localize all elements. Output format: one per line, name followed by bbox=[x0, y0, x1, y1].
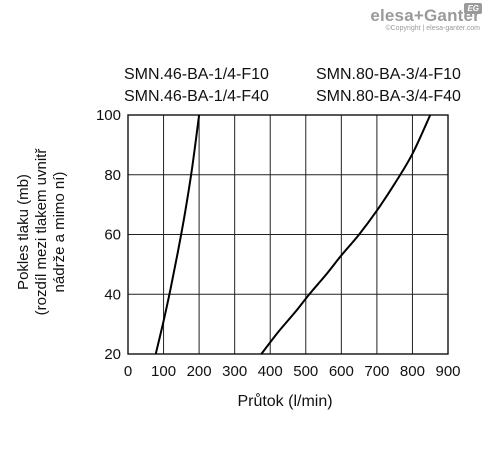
y-axis-title-line-2: (rozdíl mezi tlakem uvnitř bbox=[33, 148, 50, 316]
brand-logo: elesa+Ganter bbox=[370, 6, 480, 26]
y-tick-label-2: 60 bbox=[104, 227, 121, 244]
x-tick-label-1: 100 bbox=[151, 363, 176, 380]
y-axis-title-line-3: nádrže a mimo ní) bbox=[51, 171, 68, 293]
series-line-1 bbox=[154, 114, 201, 355]
x-tick-label-7: 700 bbox=[364, 363, 389, 380]
x-tick-label-0: 0 bbox=[124, 363, 132, 380]
x-tick-label-5: 500 bbox=[293, 363, 318, 380]
y-tick-label-0: 20 bbox=[104, 346, 121, 363]
brand-logo-block: elesa+Ganter ©Copyright | elesa-ganter.c… bbox=[370, 6, 480, 32]
plot-frame bbox=[127, 114, 449, 355]
brand-badge: EG bbox=[464, 3, 482, 14]
series-line-2 bbox=[260, 114, 432, 355]
y-tick-label-1: 40 bbox=[104, 286, 121, 303]
brand-copyright: ©Copyright | elesa-ganter.com bbox=[385, 25, 480, 32]
x-tick-label-2: 200 bbox=[187, 363, 212, 380]
brand-logo-elesa: elesa bbox=[370, 6, 414, 25]
legend-series-1-line-1: SMN.46-BA-1/4-F10 bbox=[124, 66, 269, 83]
legend-series-1-line-2: SMN.46-BA-1/4-F40 bbox=[124, 88, 269, 105]
y-axis-title-line-1: Pokles tlaku (mb) bbox=[15, 174, 32, 290]
legend-series-1: SMN.46-BA-1/4-F10 SMN.46-BA-1/4-F40 bbox=[124, 64, 269, 108]
x-tick-label-9: 900 bbox=[435, 363, 460, 380]
legend-series-2: SMN.80-BA-3/4-F10 SMN.80-BA-3/4-F40 bbox=[316, 64, 461, 108]
x-tick-label-3: 300 bbox=[222, 363, 247, 380]
x-axis-title: Průtok (l/min) bbox=[237, 393, 333, 410]
brand-logo-plus: + bbox=[413, 6, 424, 25]
y-tick-label-3: 80 bbox=[104, 167, 121, 184]
legend-series-2-line-1: SMN.80-BA-3/4-F10 bbox=[316, 66, 461, 83]
legend-series-2-line-2: SMN.80-BA-3/4-F40 bbox=[316, 88, 461, 105]
x-tick-label-8: 800 bbox=[400, 363, 425, 380]
x-tick-label-6: 600 bbox=[329, 363, 354, 380]
y-axis-title: Pokles tlaku (mb) (rozdíl mezi tlakem uv… bbox=[15, 102, 69, 362]
x-tick-label-4: 400 bbox=[258, 363, 283, 380]
y-tick-label-4: 100 bbox=[96, 107, 121, 124]
